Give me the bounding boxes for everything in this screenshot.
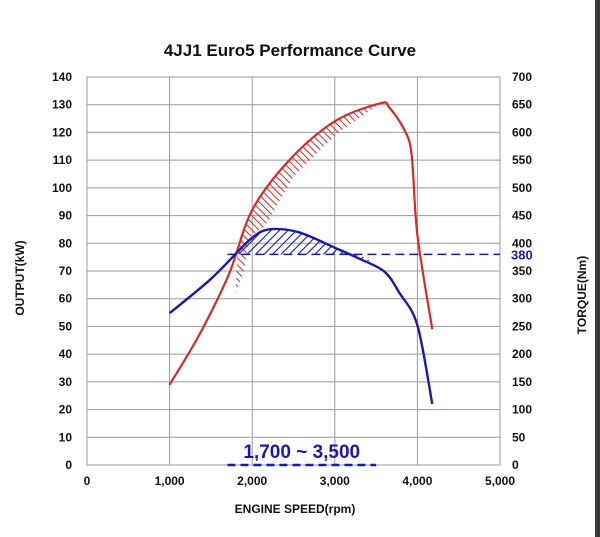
output-hatched-band <box>235 103 381 294</box>
y-tick-label: 0 <box>65 458 72 472</box>
y2-tick-label: 200 <box>512 347 532 361</box>
y-tick-label: 140 <box>52 70 72 84</box>
y2-tick-label: 450 <box>512 209 532 223</box>
torque-380-label: 380 <box>511 247 533 262</box>
x-tick-label: 1,000 <box>155 474 185 488</box>
y2-tick-label: 300 <box>512 292 532 306</box>
x-tick-label: 2,000 <box>237 474 267 488</box>
y2-tick-label: 100 <box>512 403 532 417</box>
y-tick-label: 60 <box>59 292 73 306</box>
y2-axis-ticks: 0 50 100 150 200 250 300 350 400 450 500 550 600 650 7… <box>512 70 532 472</box>
x-tick-label: 0 <box>84 474 91 488</box>
y-tick-label: 20 <box>59 403 73 417</box>
y-tick-label: 80 <box>59 236 73 250</box>
y2-tick-label: 400 <box>512 236 532 250</box>
x-tick-label: 5,000 <box>485 474 515 488</box>
torque-curve <box>168 227 434 405</box>
hatched-areas <box>227 103 381 294</box>
y2-tick-label: 150 <box>512 375 532 389</box>
y2-tick-label: 700 <box>512 70 532 84</box>
y-axis-ticks: 0 10 20 30 40 50 60 70 80 90 100 110 120 130 140 <box>52 70 72 472</box>
x-axis-label: ENGINE SPEED(rpm) <box>235 502 356 516</box>
y-tick-label: 130 <box>52 98 72 112</box>
y2-tick-label: 500 <box>512 181 532 195</box>
y2-tick-label: 0 <box>512 458 519 472</box>
y-tick-label: 100 <box>52 181 72 195</box>
window-edge-bar <box>595 0 600 537</box>
x-tick-label: 4,000 <box>402 474 432 488</box>
y-tick-label: 10 <box>59 430 73 444</box>
y2-tick-label: 550 <box>512 153 532 167</box>
x-tick-label: 3,000 <box>320 474 350 488</box>
grid <box>87 77 500 465</box>
y2-tick-label: 600 <box>512 125 532 139</box>
chart-title: 4JJ1 Euro5 Performance Curve <box>164 41 416 60</box>
y-tick-label: 70 <box>59 264 73 278</box>
y-axis-label: OUTPUT(kW) <box>13 240 27 315</box>
y2-tick-label: 50 <box>512 430 526 444</box>
y-tick-label: 40 <box>59 347 73 361</box>
y-tick-label: 90 <box>59 209 73 223</box>
y-tick-label: 50 <box>59 319 73 333</box>
y-tick-label: 120 <box>52 125 72 139</box>
y2-tick-label: 250 <box>512 319 532 333</box>
y-tick-label: 30 <box>59 375 73 389</box>
x-axis-ticks: 0 1,000 2,000 3,000 4,000 5,000 <box>84 474 516 488</box>
y-tick-label: 110 <box>53 153 73 167</box>
output-curve <box>168 101 434 386</box>
y2-axis-label: TORQUE(Nm) <box>575 256 589 334</box>
rpm-range-label: 1,700 ~ 3,500 <box>243 442 360 463</box>
y2-tick-label: 350 <box>512 264 532 278</box>
y2-tick-label: 650 <box>512 98 532 112</box>
